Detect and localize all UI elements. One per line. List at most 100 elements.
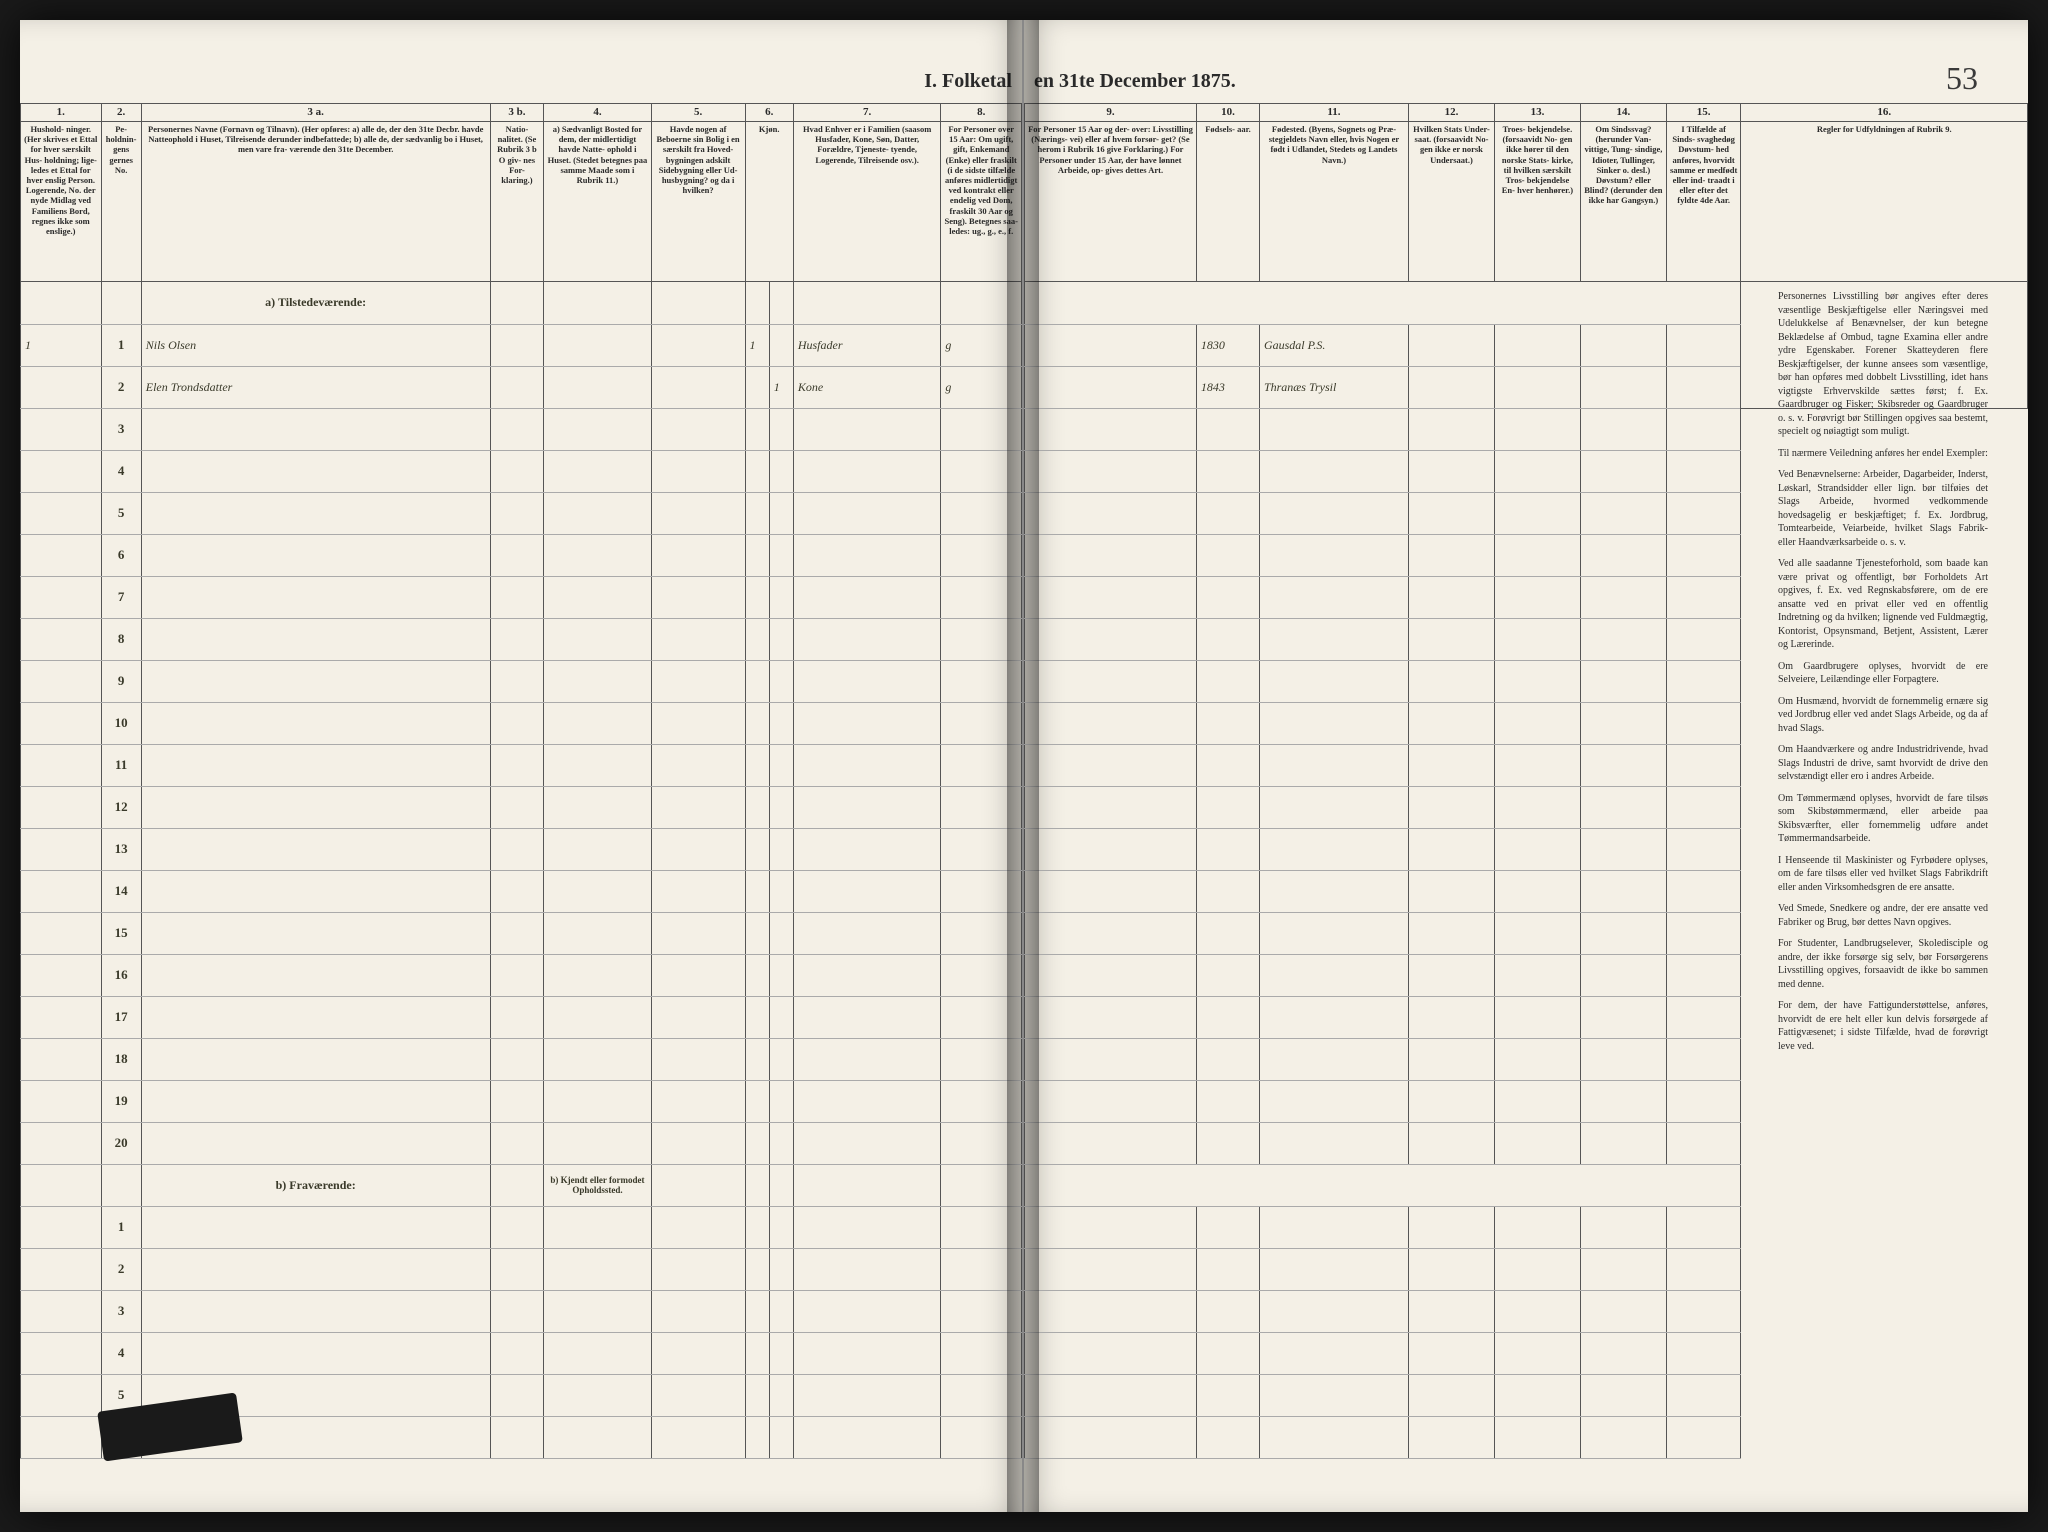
born-1: Gausdal P.S. [1259, 324, 1408, 366]
blank-row: 4 [21, 450, 1022, 492]
col-2-head: Pe- holdnin- gens gernes No. [101, 122, 141, 282]
page-number: 53 [1946, 60, 1978, 97]
blank-row-right-b [1025, 1374, 2028, 1416]
col-12-head: Hvilken Stats Under- saat. (forsaavidt N… [1408, 122, 1494, 282]
occ-2 [1025, 366, 1197, 408]
header-table-right: 9. 10. 11. 12. 13. 14. 15. 16. For Perso… [1024, 103, 2028, 282]
data-table-left: a) Tilstedeværende: 1 1 Nils Olsen 1 Hus… [20, 282, 1022, 1459]
col-6-num: 6. [745, 104, 793, 122]
col-10-num: 10. [1196, 104, 1259, 122]
blank-row: 14 [21, 870, 1022, 912]
col-3b-head: Natio- nalitet. (Se Rubrik 3 b O giv- ne… [490, 122, 544, 282]
pn-1: 1 [101, 324, 141, 366]
blank-row: 7 [21, 576, 1022, 618]
col-14-head: Om Sindssvag? (herunder Van- vittige, Tu… [1580, 122, 1666, 282]
col-12-num: 12. [1408, 104, 1494, 122]
col-2-num: 2. [101, 104, 141, 122]
section-a-row: a) Tilstedeværende: [21, 282, 1022, 324]
binding-shadow-left [1007, 20, 1024, 1512]
blank-row: 3 [21, 408, 1022, 450]
blank-row-right [1025, 1080, 2028, 1122]
rules-paragraph: Om Husmænd, hvorvidt de fornemmelig ernæ… [1778, 695, 1988, 736]
col-5-head: Havde nogen af Beboerne sin Bolig i en s… [651, 122, 745, 282]
section-b-row: b) Fraværende: b) Kjendt eller formodet … [21, 1164, 1022, 1206]
entry-row-1: 1 1 Nils Olsen 1 Husfader g [21, 324, 1022, 366]
blank-row: 19 [21, 1080, 1022, 1122]
occ-1 [1025, 324, 1197, 366]
col-7-num: 7. [793, 104, 941, 122]
col-13-head: Troes- bekjendelse. (forsaavidt No- gen … [1494, 122, 1580, 282]
col-3a-head: Personernes Navne (Fornavn og Tilnavn). … [141, 122, 490, 282]
nat-2 [490, 366, 544, 408]
rules-panel: Personernes Livsstilling bør angives eft… [1768, 280, 1998, 1071]
name-1: Nils Olsen [141, 324, 490, 366]
col-15-head: I Tilfælde af Sinds- svaghedøg Døvstum- … [1666, 122, 1741, 282]
col-11-num: 11. [1259, 104, 1408, 122]
rules-paragraph: Om Tømmermænd oplyses, hvorvidt de fare … [1778, 792, 1988, 846]
rules-paragraph: Om Haandværkere og andre Industridrivend… [1778, 743, 1988, 784]
blank-row: 20 [21, 1122, 1022, 1164]
col-5-num: 5. [651, 104, 745, 122]
sexk-1 [769, 324, 793, 366]
blank-row: 18 [21, 1038, 1022, 1080]
blank-row: 9 [21, 660, 1022, 702]
col-13-num: 13. [1494, 104, 1580, 122]
col-10-head: Fødsels- aar. [1196, 122, 1259, 282]
nat-1 [490, 324, 544, 366]
blank-row-right [1025, 1122, 2028, 1164]
entry-row-2: 2 Elen Trondsdatter 1 Kone g [21, 366, 1022, 408]
blank-row: 5 [21, 492, 1022, 534]
rel-2: Kone [793, 366, 941, 408]
blank-row: 11 [21, 744, 1022, 786]
col-1-head: Hushold- ninger. (Her skrives et Ettal f… [21, 122, 102, 282]
rules-paragraph: Om Gaardbrugere oplyses, hvorvidt de ere… [1778, 660, 1988, 687]
col-6-head: Kjøn. [745, 122, 793, 282]
blank-row-b: 4 [21, 1332, 1022, 1374]
rules-paragraph: For Studenter, Landbrugselever, Skoledis… [1778, 937, 1988, 991]
col-3a-num: 3 a. [141, 104, 490, 122]
blank-row: 10 [21, 702, 1022, 744]
rules-paragraph: Ved Benævnelserne: Arbeider, Dagarbeider… [1778, 468, 1988, 549]
blank-row: 12 [21, 786, 1022, 828]
col-1-num: 1. [21, 104, 102, 122]
rules-paragraph: Ved alle saadanne Tjenesteforhold, som b… [1778, 557, 1988, 652]
blank-row-right-b [1025, 1332, 2028, 1374]
blank-row-right-b [1025, 1248, 2028, 1290]
col-16-num: 16. [1741, 104, 2028, 122]
left-page: I. Folketal 1. 2. 3 a. 3 b. 4. 5. 6. 7. … [20, 20, 1024, 1512]
section-b-extra: b) Kjendt eller formodet Opholdssted. [544, 1164, 651, 1206]
blank-row-right-b [1025, 1416, 2028, 1458]
col-14-num: 14. [1580, 104, 1666, 122]
blank-row: 6 [21, 534, 1022, 576]
col-9-num: 9. [1025, 104, 1197, 122]
blank-row: 17 [21, 996, 1022, 1038]
blank-row-b: 2 [21, 1248, 1022, 1290]
col-4-num: 4. [544, 104, 651, 122]
rules-paragraph: Til nærmere Veiledning anføres her endel… [1778, 447, 1988, 461]
rules-paragraph: I Henseende til Maskinister og Fyrbødere… [1778, 854, 1988, 895]
blank-row-b: 3 [21, 1290, 1022, 1332]
rules-paragraph: Ved Smede, Snedkere og andre, der ere an… [1778, 902, 1988, 929]
col-11-head: Fødested. (Byens, Sognets og Præ- stegje… [1259, 122, 1408, 282]
book-spread: I. Folketal 1. 2. 3 a. 3 b. 4. 5. 6. 7. … [20, 20, 2028, 1512]
blank-row-right-b [1025, 1290, 2028, 1332]
col-7-head: Hvad Enhver er i Familien (saasom Husfad… [793, 122, 941, 282]
pn-2: 2 [101, 366, 141, 408]
sexm-2 [745, 366, 769, 408]
rules-paragraph: For dem, der have Fattigunderstøttelse, … [1778, 999, 1988, 1053]
hh-1: 1 [21, 324, 102, 366]
blank-row-right-b [1025, 1206, 2028, 1248]
born-2: Thranæs Trysil [1259, 366, 1408, 408]
rel-1: Husfader [793, 324, 941, 366]
blank-row: 8 [21, 618, 1022, 660]
blank-row: 13 [21, 828, 1022, 870]
section-b-label: b) Fraværende: [141, 1164, 490, 1206]
year-1: 1830 [1196, 324, 1259, 366]
col-16-head: Regler for Udfyldningen af Rubrik 9. [1741, 122, 2028, 282]
sexk-2: 1 [769, 366, 793, 408]
blank-row: 15 [21, 912, 1022, 954]
sexm-1: 1 [745, 324, 769, 366]
col-3b-num: 3 b. [490, 104, 544, 122]
title-right: en 31te December 1875. [1024, 20, 2028, 103]
header-table-left: 1. 2. 3 a. 3 b. 4. 5. 6. 7. 8. Hushold- … [20, 103, 1022, 282]
